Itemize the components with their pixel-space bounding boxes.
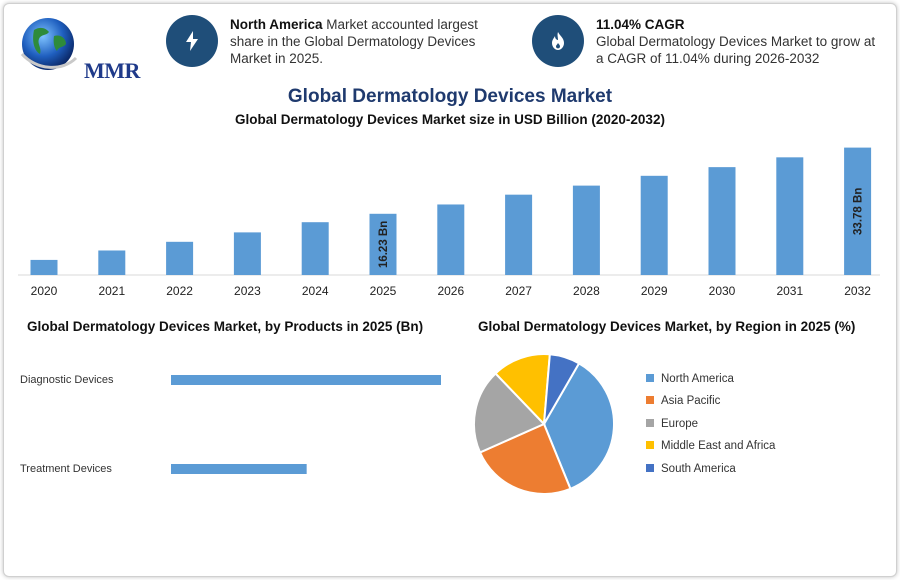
legend-item: North America — [646, 373, 734, 385]
bar-2022 — [166, 241, 194, 275]
highlight-1-bold: North America — [230, 17, 323, 32]
highlight-1-badge — [166, 15, 218, 67]
x-tick-label: 2026 — [437, 284, 464, 298]
x-tick-label: 2031 — [776, 284, 803, 298]
data-label-2025: 16.23 Bn — [378, 221, 390, 268]
x-tick-label: 2024 — [302, 284, 329, 298]
bar-2023 — [233, 232, 261, 275]
logo-text: MMR — [84, 58, 140, 83]
bar-2024 — [301, 222, 329, 275]
legend-item: Europe — [646, 418, 698, 430]
x-tick-label: 2028 — [573, 284, 600, 298]
legend-swatch — [646, 396, 654, 404]
bar-2020 — [30, 259, 58, 275]
lightning-icon — [186, 31, 198, 51]
pie-slice-asia-pacific — [478, 422, 572, 495]
mmr-logo: MMR — [16, 14, 141, 83]
x-tick-label: 2032 — [844, 284, 871, 298]
bar-2021 — [98, 250, 126, 275]
hbar-1 — [171, 464, 307, 474]
legend-label: Middle East and Africa — [661, 440, 776, 452]
legend-swatch — [646, 441, 654, 449]
highlight-1-text: North America Market accounted largest s… — [230, 16, 500, 67]
infographic-frame — [3, 3, 897, 577]
highlight-2-badge — [532, 15, 584, 67]
bar-2028 — [572, 185, 600, 275]
bar-2030 — [708, 167, 736, 275]
legend-swatch — [646, 419, 654, 427]
highlight-2-body: Global Dermatology Devices Market to gro… — [596, 34, 876, 66]
pie-slice-south-america — [543, 353, 581, 425]
main-title: Global Dermatology Devices Market — [287, 86, 613, 107]
x-tick-label: 2022 — [166, 284, 193, 298]
bar-2026 — [437, 204, 465, 275]
bar-chart-title: Global Dermatology Devices Market size i… — [235, 112, 665, 127]
x-tick-label: 2025 — [370, 284, 397, 298]
legend-swatch — [646, 464, 654, 472]
region-chart-title: Global Dermatology Devices Market, by Re… — [478, 319, 856, 334]
highlight-2-bold: 11.04% CAGR — [596, 17, 685, 32]
bar-2032 — [844, 147, 872, 275]
highlight-1-body: Market accounted largest share in the Gl… — [230, 17, 478, 66]
region-pie-chart — [473, 353, 615, 495]
legend-label: Asia Pacific — [661, 395, 721, 407]
market-size-bar-chart: 2020 2021 2022 2023 2024 2025 16.23 Bn 2026 2027… — [18, 147, 880, 298]
product-label-treatment: Treatment Devices — [20, 463, 112, 475]
pie-slice-europe — [473, 372, 546, 454]
x-tick-label: 2023 — [234, 284, 261, 298]
x-tick-label: 2027 — [505, 284, 532, 298]
x-tick-label: 2020 — [31, 284, 58, 298]
bar-2025 — [369, 213, 397, 275]
highlight-2-text: 11.04% CAGR Global Dermatology Devices M… — [596, 16, 886, 67]
legend-label: North America — [661, 373, 734, 385]
products-chart-title: Global Dermatology Devices Market, by Pr… — [27, 319, 424, 334]
hbar-0 — [171, 375, 441, 385]
x-tick-label: 2029 — [641, 284, 668, 298]
flame-icon — [552, 32, 564, 50]
legend-label: Europe — [661, 418, 699, 430]
products-bar-chart — [171, 375, 441, 474]
legend-label: South America — [661, 463, 736, 475]
legend-item: Asia Pacific — [646, 395, 720, 407]
bar-2027 — [505, 194, 533, 275]
legend-swatch — [646, 374, 654, 382]
bar-2031 — [776, 157, 804, 275]
globe-icon — [20, 18, 78, 70]
legend-item: South America — [646, 463, 736, 475]
product-label-diagnostic: Diagnostic Devices — [20, 374, 114, 386]
x-tick-label: 2021 — [98, 284, 125, 298]
legend-item: Middle East and Africa — [646, 440, 775, 452]
data-label-2032: 33.78 Bn — [853, 188, 865, 235]
bar-2029 — [640, 175, 668, 275]
pie-slice-middle-east-and-africa — [494, 353, 551, 427]
x-tick-label: 2030 — [709, 284, 736, 298]
